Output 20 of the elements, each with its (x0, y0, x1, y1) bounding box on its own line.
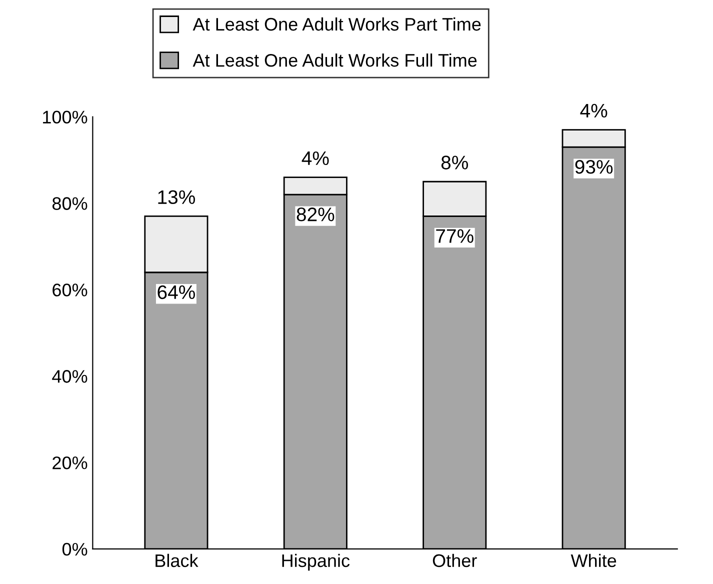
x-tick-label: Other (432, 554, 477, 568)
x-tick-label: Black (156, 554, 198, 568)
y-tick-label: 0% (62, 542, 88, 556)
data-label: 64% (158, 285, 195, 300)
x-tick-label: Hispanic (282, 554, 350, 571)
data-label: 77% (436, 229, 474, 243)
x-tick-label: White (570, 554, 616, 568)
data-label: 8% (441, 156, 468, 170)
y-tick-label: 40% (52, 370, 88, 383)
y-tick-label: 80% (52, 197, 88, 210)
legend-label: At Least One Adult Works Part Time (192, 17, 481, 31)
y-tick-label: 100% (43, 110, 88, 124)
y-tick-label: 60% (52, 284, 88, 296)
data-label: 13% (158, 190, 195, 204)
data-label: 82% (296, 208, 334, 222)
y-tick-label: 20% (52, 456, 88, 470)
data-label: 4% (580, 104, 608, 118)
data-label: 4% (302, 151, 329, 166)
data-label: 93% (575, 160, 613, 174)
legend-label: At Least One Adult Works Full Time (192, 53, 477, 67)
